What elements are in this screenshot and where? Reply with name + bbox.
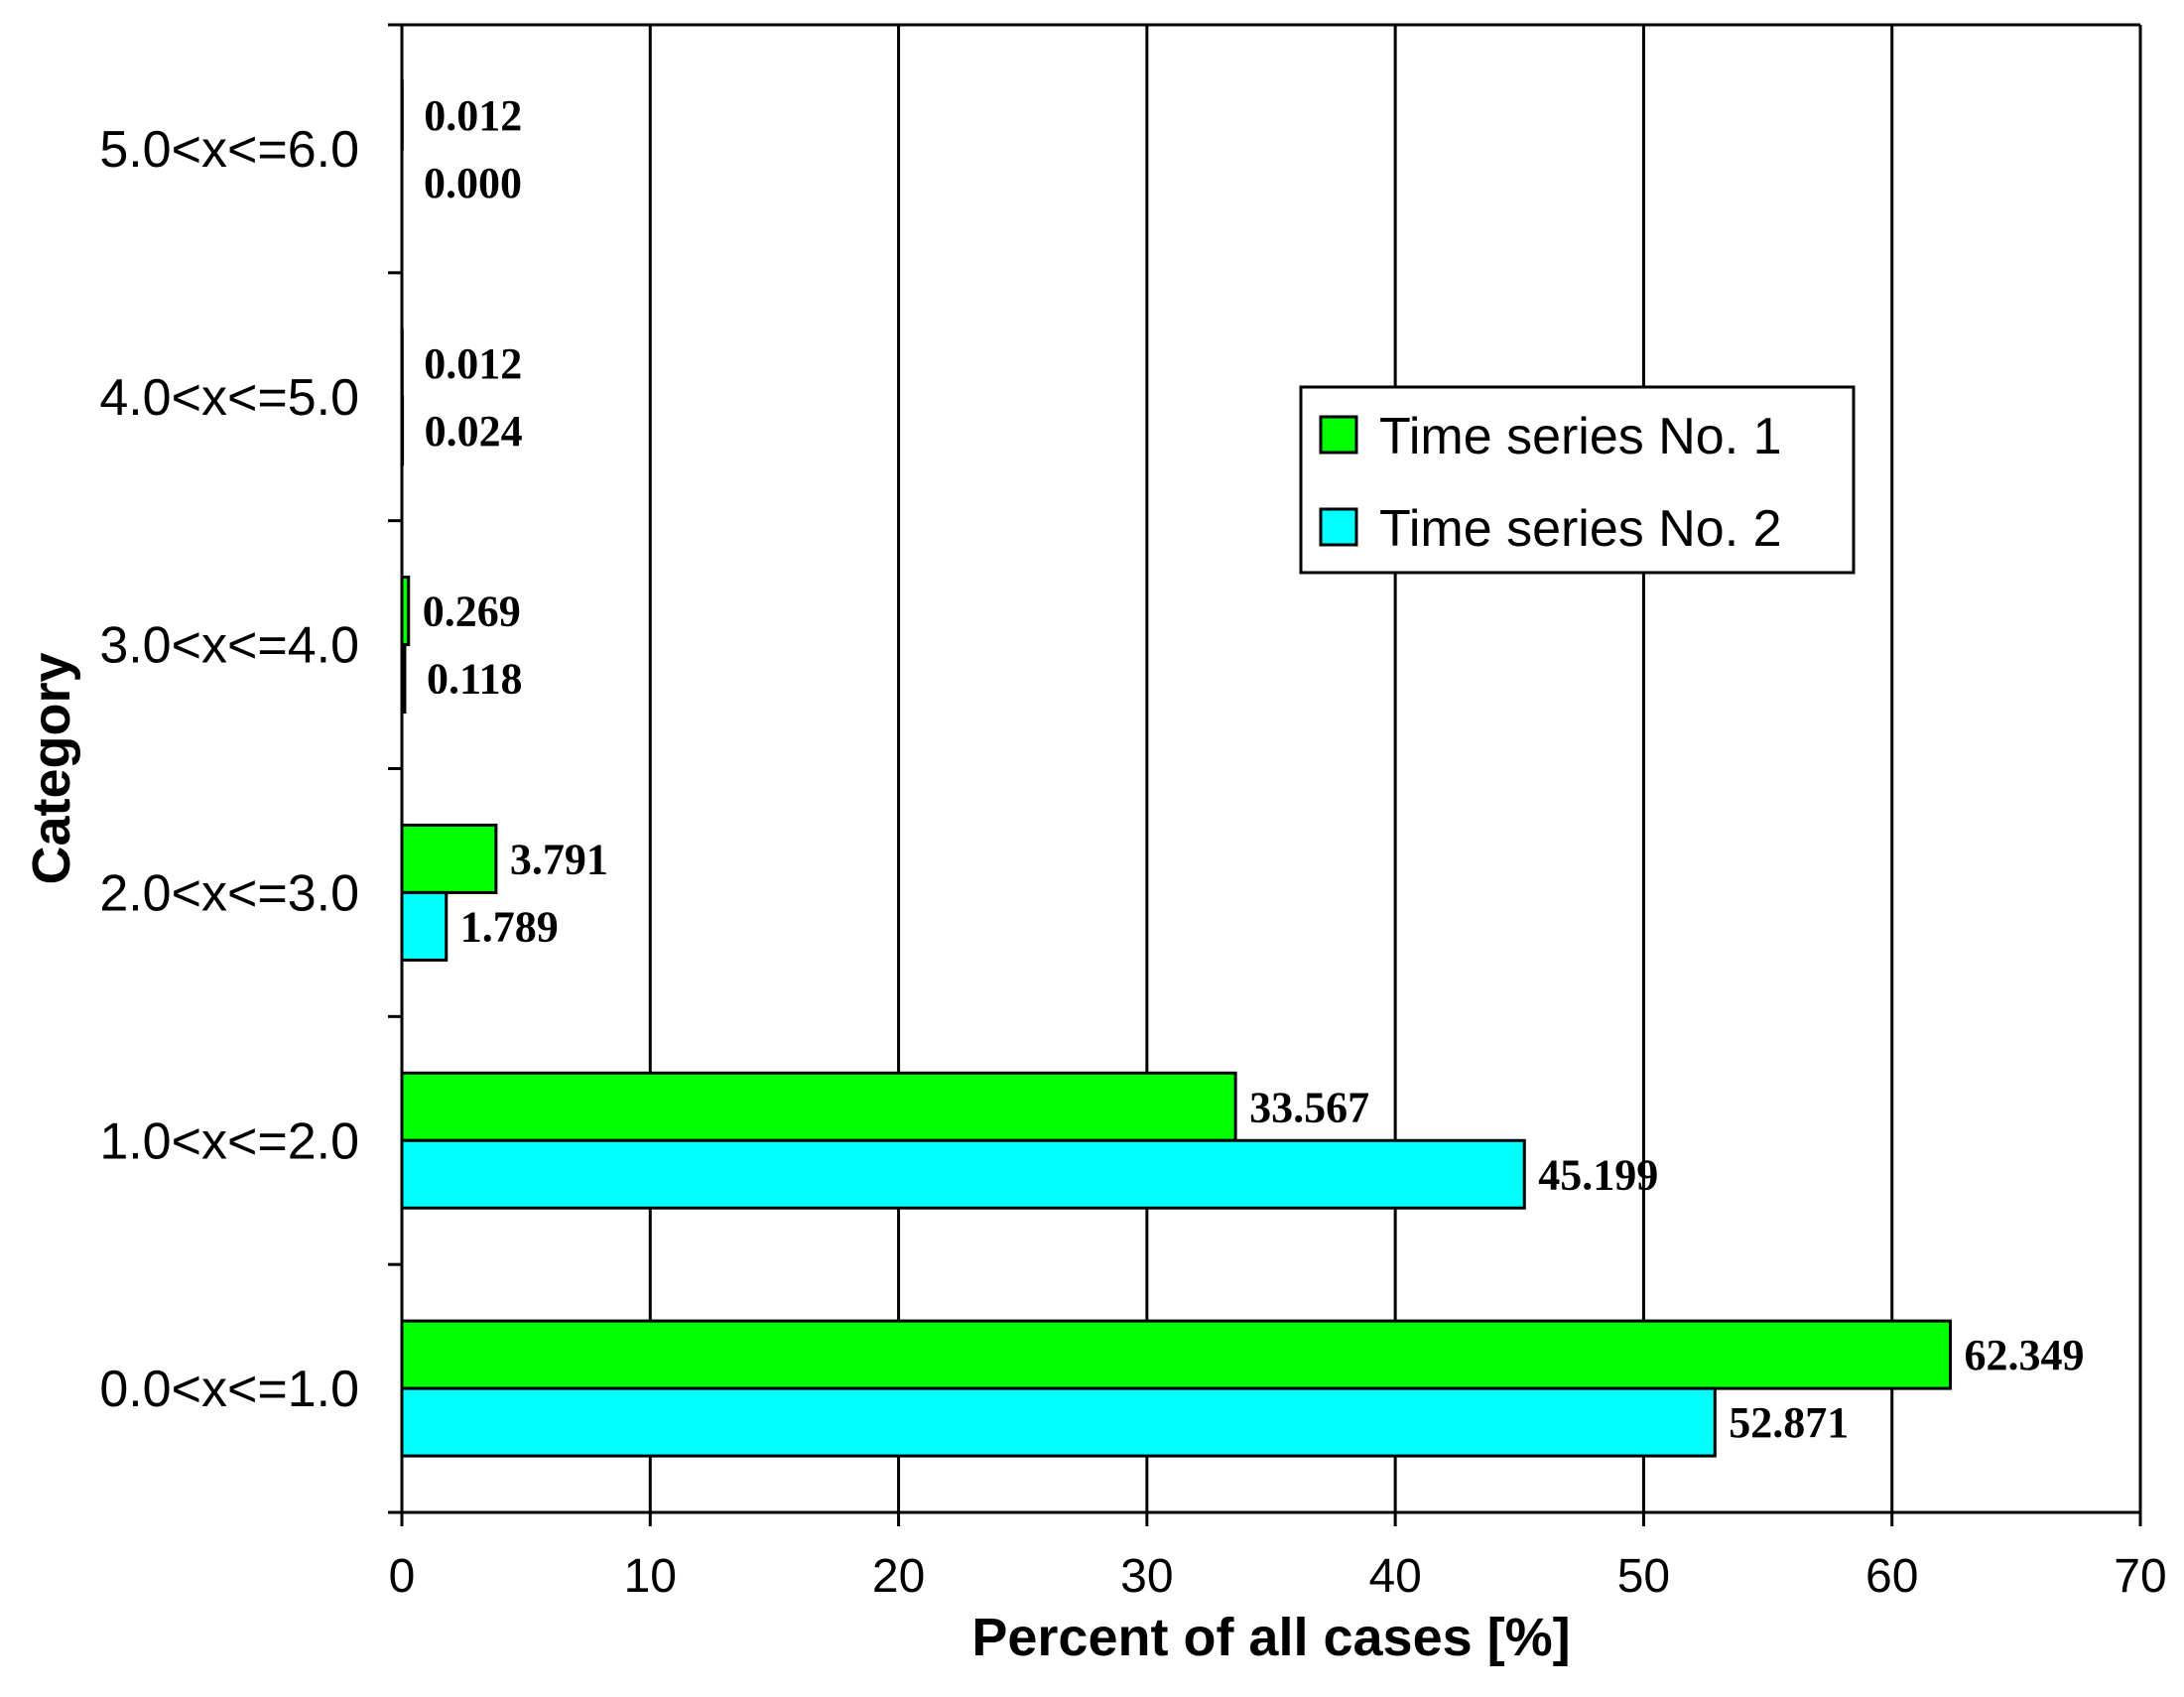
legend-label-series1: Time series No. 1 — [1379, 408, 1782, 465]
category-label: 1.0<x<=2.0 — [99, 1112, 359, 1170]
x-tick-label: 20 — [872, 1550, 925, 1603]
x-axis-title: Percent of all cases [%] — [971, 1608, 1570, 1667]
bar-series2 — [400, 1386, 1717, 1458]
legend-label-series2: Time series No. 2 — [1379, 500, 1782, 558]
category-label: 5.0<x<=6.0 — [99, 121, 359, 179]
data-label-series1: 0.012 — [424, 91, 522, 140]
bar-series2 — [400, 890, 449, 962]
x-tick-label: 60 — [1865, 1550, 1918, 1603]
data-label-series2: 0.024 — [425, 407, 523, 456]
category-label: 3.0<x<=4.0 — [99, 617, 359, 675]
x-tick-label: 40 — [1368, 1550, 1421, 1603]
y-axis-title: Category — [22, 652, 81, 884]
x-tick-label: 10 — [624, 1550, 677, 1603]
category-label: 0.0<x<=1.0 — [99, 1361, 359, 1418]
x-tick-label: 50 — [1617, 1550, 1670, 1603]
data-label-series1: 3.791 — [510, 835, 608, 883]
labels: 0 10 20 30 40 50 60 70 0.0<x<=1.0 62.349 52.871 1.0… — [99, 91, 2166, 1603]
data-label-series1: 33.567 — [1249, 1083, 1369, 1131]
legend-swatch-series1 — [1319, 415, 1358, 455]
data-label-series2: 45.199 — [1538, 1150, 1658, 1199]
data-label-series2: 52.871 — [1729, 1398, 1849, 1447]
bar-series1 — [400, 1319, 1953, 1390]
data-label-series1: 0.269 — [423, 587, 521, 636]
legend-box — [1299, 385, 1856, 575]
data-label-series1: 0.012 — [424, 339, 522, 388]
data-label-series2: 1.789 — [460, 902, 559, 951]
data-label-series2: 0.118 — [427, 655, 523, 704]
bar-series1 — [400, 823, 498, 894]
bars — [400, 79, 1953, 1458]
axes — [388, 23, 2142, 1526]
bar-series1 — [400, 1071, 1237, 1142]
legend: Time series No. 1 Time series No. 2 — [1299, 385, 1856, 575]
grid-lines — [648, 25, 2142, 1512]
x-tick-label: 70 — [2114, 1550, 2166, 1603]
category-label: 2.0<x<=3.0 — [99, 864, 359, 922]
legend-swatch-series2 — [1319, 507, 1358, 547]
data-label-series1: 62.349 — [1965, 1331, 2085, 1379]
x-tick-label: 30 — [1120, 1550, 1173, 1603]
bar-series2 — [400, 1138, 1526, 1210]
data-label-series2: 0.000 — [424, 159, 522, 207]
category-label: 4.0<x<=5.0 — [99, 369, 359, 427]
x-tick-label: 0 — [389, 1550, 416, 1603]
